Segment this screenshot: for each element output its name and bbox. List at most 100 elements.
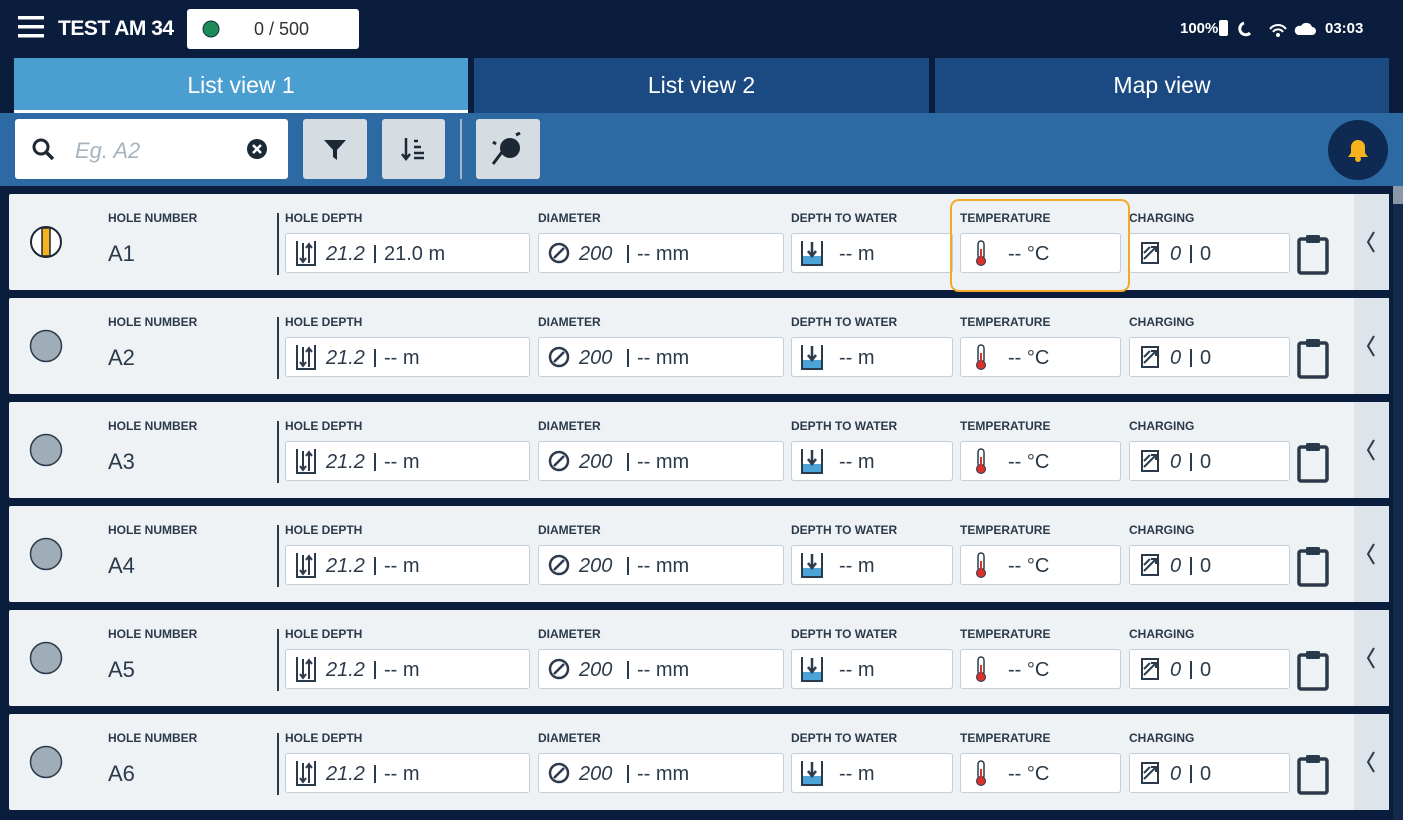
temperature-cell[interactable]: -- °C [960, 441, 1121, 481]
sort-button[interactable] [382, 119, 445, 179]
water-cell[interactable]: -- m [791, 337, 953, 377]
hole-depth-cell[interactable]: 21.2 -- m [285, 337, 530, 377]
separator [1190, 349, 1192, 367]
tab-label: List view 1 [187, 72, 295, 98]
clipboard-icon[interactable] [1297, 337, 1331, 379]
divider [277, 733, 279, 795]
planned-value: 200 [579, 347, 613, 369]
hole-status [29, 745, 63, 779]
planned-value: 200 [579, 659, 613, 681]
planned-value: 200 [579, 763, 613, 785]
search-field[interactable]: Eg. A2 [15, 119, 288, 179]
separator [627, 765, 629, 783]
diameter-cell-icon [547, 447, 571, 475]
status-icon [29, 641, 63, 675]
column-label: CHARGING [1129, 419, 1195, 433]
water-cell[interactable]: -- m [791, 753, 953, 793]
value: -- m [839, 243, 875, 265]
chevron-icon [1366, 751, 1375, 773]
water-cell[interactable]: -- m [791, 649, 953, 689]
icon [548, 346, 570, 368]
actual-value: -- mm [637, 763, 690, 785]
diameter-cell[interactable]: 200 -- mm [538, 441, 784, 481]
diameter-cell[interactable]: 200 -- mm [538, 649, 784, 689]
hole-depth-cell[interactable]: 21.2 21.0 m [285, 233, 530, 273]
hole-number: A3 [108, 449, 135, 474]
hole-row[interactable]: HOLE NUMBER HOLE DEPTH DIAMETER DEPTH TO WA… [9, 298, 1389, 394]
notifications-button[interactable] [1328, 120, 1388, 180]
hole-row[interactable]: HOLE NUMBER HOLE DEPTH DIAMETER DEPTH TO WA… [9, 402, 1389, 498]
hole-row[interactable]: HOLE NUMBER HOLE DEPTH DIAMETER DEPTH TO WA… [9, 714, 1389, 810]
tool-button[interactable] [476, 119, 540, 179]
expand-strip[interactable] [1354, 506, 1389, 602]
hole-number: A5 [108, 657, 135, 682]
diameter-cell-icon [547, 655, 571, 683]
filter-button[interactable] [303, 119, 367, 179]
hole-row[interactable]: HOLE NUMBER HOLE DEPTH DIAMETER DEPTH TO WA… [9, 506, 1389, 602]
temperature-cell-icon [969, 239, 993, 267]
tab[interactable]: List view 1 [14, 58, 468, 113]
diameter-cell[interactable]: 200 -- mm [538, 233, 784, 273]
temperature-cell-icon [969, 447, 993, 475]
clipboard-icon[interactable] [1297, 545, 1331, 587]
temperature-cell[interactable]: -- °C [960, 337, 1121, 377]
expand-strip[interactable] [1354, 194, 1389, 290]
hole-row[interactable]: HOLE NUMBER HOLE DEPTH DIAMETER DEPTH TO WA… [9, 610, 1389, 706]
value: -- °C [1008, 347, 1050, 369]
water-cell[interactable]: -- m [791, 233, 953, 273]
tab[interactable]: Map view [935, 58, 1389, 113]
clear-button[interactable] [246, 138, 268, 160]
temperature-cell[interactable]: -- °C [960, 753, 1121, 793]
hole-depth-cell[interactable]: 21.2 -- m [285, 441, 530, 481]
diameter-cell[interactable]: 200 -- mm [538, 337, 784, 377]
icon [801, 657, 823, 682]
chevron-icon [1366, 439, 1375, 461]
toolbar-divider [460, 119, 462, 179]
expand-strip[interactable] [1354, 610, 1389, 706]
tab[interactable]: List view 2 [474, 58, 929, 113]
separator [374, 245, 376, 263]
clipboard-icon[interactable] [1297, 649, 1331, 691]
hole-depth-cell[interactable]: 21.2 -- m [285, 753, 530, 793]
expand-strip[interactable] [1354, 402, 1389, 498]
progress-badge[interactable]: 0 / 500 [187, 9, 359, 49]
temperature-cell[interactable]: -- °C [960, 649, 1121, 689]
icon [801, 345, 823, 370]
hole-depth-cell[interactable]: 21.2 -- m [285, 649, 530, 689]
clipboard-button [1297, 337, 1331, 379]
water-cell[interactable]: -- m [791, 441, 953, 481]
water-cell[interactable]: -- m [791, 545, 953, 585]
hole-status [29, 225, 63, 259]
clipboard-icon[interactable] [1297, 753, 1331, 795]
actual-value: 0 [1200, 243, 1212, 265]
temperature-cell[interactable]: -- °C [960, 545, 1121, 585]
clipboard-icon[interactable] [1297, 233, 1331, 275]
actual-value: 0 [1200, 555, 1212, 577]
diameter-cell[interactable]: 200 -- mm [538, 545, 784, 585]
actual-value: -- m [384, 347, 420, 369]
diameter-cell[interactable]: 200 -- mm [538, 753, 784, 793]
actual-value: -- m [384, 555, 420, 577]
search-icon [32, 138, 55, 161]
actual-value: -- m [384, 763, 420, 785]
expand-strip[interactable] [1354, 714, 1389, 810]
hole-depth-cell[interactable]: 21.2 -- m [285, 545, 530, 585]
hole-row[interactable]: HOLE NUMBER HOLE DEPTH DIAMETER DEPTH TO WA… [9, 194, 1389, 292]
clipboard-icon[interactable] [1297, 441, 1331, 483]
column-label: CHARGING [1129, 731, 1195, 745]
expand-strip[interactable] [1354, 298, 1389, 394]
separator [374, 349, 376, 367]
scrollbar-thumb[interactable] [1393, 186, 1403, 204]
column-label: HOLE DEPTH [285, 731, 363, 745]
charging-cell-icon [1138, 239, 1162, 267]
temperature-cell[interactable]: -- °C [960, 233, 1121, 273]
icon [976, 656, 986, 682]
menu-button[interactable] [18, 16, 44, 38]
value: -- °C [1008, 555, 1050, 577]
